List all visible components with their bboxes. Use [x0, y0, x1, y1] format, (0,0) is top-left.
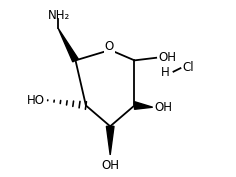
Polygon shape — [58, 28, 78, 62]
Text: Cl: Cl — [182, 61, 194, 74]
Text: OH: OH — [154, 101, 173, 114]
Polygon shape — [106, 126, 114, 155]
Text: H: H — [161, 66, 170, 79]
Text: HO: HO — [27, 94, 45, 107]
Polygon shape — [135, 102, 153, 109]
Text: OH: OH — [158, 51, 176, 64]
Text: O: O — [105, 40, 114, 53]
Text: NH₂: NH₂ — [48, 9, 70, 22]
Text: OH: OH — [101, 159, 119, 172]
